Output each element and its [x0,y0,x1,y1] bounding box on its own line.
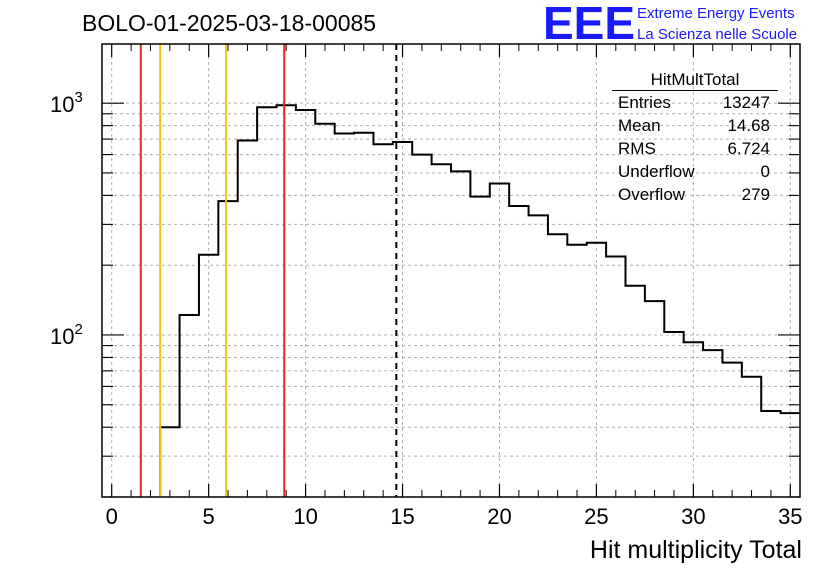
histogram-bin [529,215,548,497]
x-tick-label: 30 [681,504,705,529]
logo-tagline-1: Extreme Energy Events [637,5,795,22]
histogram-bin [645,301,664,497]
plot-frame [101,43,801,498]
stats-row-mean: Mean 14.68 [612,114,778,137]
histogram-bin [315,124,334,497]
eee-logo-text: EEE [543,0,635,44]
stats-label: Entries [618,93,671,112]
stats-row-underflow: Underflow 0 [612,160,778,183]
histogram-bin [722,363,741,497]
stats-row-rms: RMS 6.724 [612,137,778,160]
histogram-bin [335,133,354,497]
stats-value: 14.68 [727,116,770,135]
stats-row-overflow: Overflow 279 [612,183,778,206]
stats-title: HitMultTotal [612,70,778,91]
x-axis-label: Hit multiplicity Total [590,536,802,564]
histogram-bin [354,133,373,497]
histogram-bin [218,201,237,497]
histogram-bin [470,197,489,497]
stats-box: HitMultTotal Entries 13247 Mean 14.68 RM… [612,70,778,206]
stats-value: 279 [741,185,770,204]
histogram-bin [432,164,451,497]
x-tick-label: 35 [778,504,802,529]
stats-label: Mean [618,116,661,135]
histogram-bin [761,411,780,497]
stats-value: 0 [760,162,770,181]
histogram-bin [238,141,257,497]
logo-tagline-2: La Scienza nelle Scuole [637,26,798,43]
histogram-bin [180,315,199,497]
histogram-bin [684,342,703,497]
x-tick-label: 25 [584,504,608,529]
y-tick-label: 103 [50,89,83,117]
stats-row-entries: Entries 13247 [612,91,778,114]
stats-label: Overflow [618,185,686,204]
histogram-line [159,104,800,497]
stats-label: Underflow [618,162,695,181]
histogram-bin [509,206,528,497]
y-tick-label: 102 [50,321,83,349]
x-tick-label: 0 [106,504,118,529]
histogram-bin [277,105,296,497]
eee-logo-mark: EEE [543,0,635,44]
stats-label: RMS [618,139,656,158]
histogram-bin [742,377,761,497]
stats-value: 6.724 [727,139,770,158]
histogram-bin [664,332,683,497]
x-tick-label: 20 [487,504,511,529]
x-tick-label: 10 [293,504,317,529]
stats-value: 13247 [722,93,770,112]
histogram-bin [703,350,722,497]
histogram-bin [626,286,645,497]
histogram-bin [257,107,276,497]
histogram-bin [548,234,567,497]
histogram-bin [451,171,470,497]
run-title: BOLO-01-2025-03-18-00085 [82,10,377,36]
x-tick-label: 15 [390,504,414,529]
histogram-bin [412,155,431,497]
histogram-bin [373,144,392,497]
x-tick-label: 5 [203,504,215,529]
histogram-bin [606,257,625,497]
histogram-bin [160,427,179,497]
